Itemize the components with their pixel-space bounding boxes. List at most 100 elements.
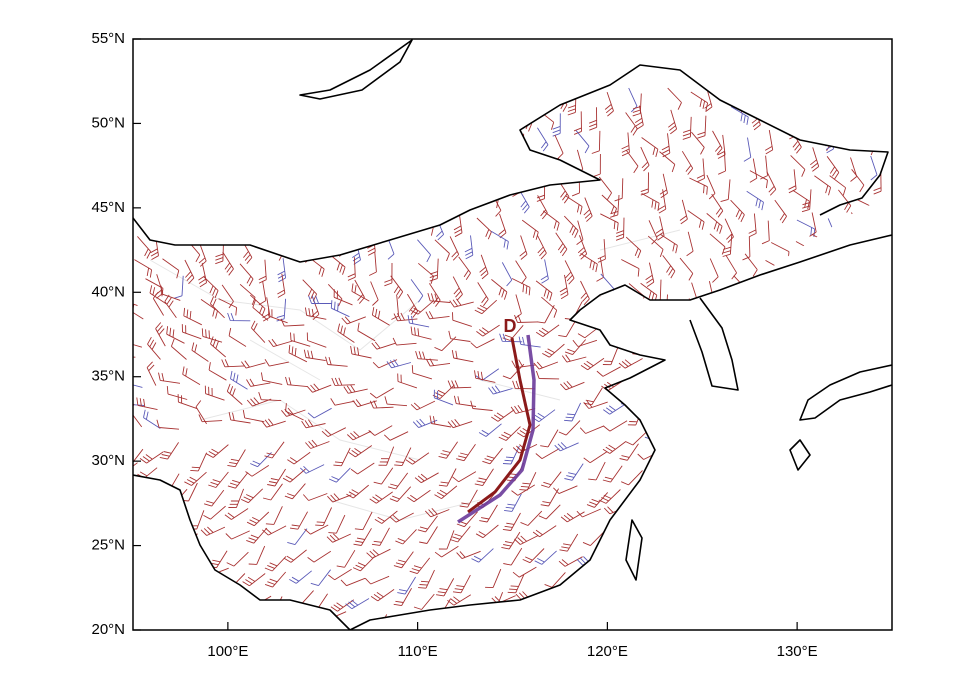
wind-barb: [150, 235, 159, 260]
wind-barb: [346, 430, 372, 441]
wind-barb: [580, 253, 598, 273]
wind-barb: [154, 213, 163, 237]
wind-barb: [853, 282, 870, 304]
wind-barb: [857, 509, 881, 524]
wind-barb: [519, 472, 537, 491]
wind-barb: [160, 285, 181, 301]
wind-barb: [326, 90, 342, 113]
wind-barb: [580, 618, 604, 630]
wind-barb: [391, 295, 400, 320]
wind-barb: [287, 231, 296, 257]
wind-barb: [204, 385, 225, 401]
wind-barb: [364, 575, 390, 585]
wind-barb: [837, 467, 859, 483]
korea: [689, 297, 739, 391]
wind-barb: [429, 258, 439, 282]
wind-barb: [158, 190, 178, 209]
wind-barb: [304, 153, 324, 171]
wind-barb: [477, 282, 489, 307]
wind-barb: [537, 109, 555, 130]
wind-barb: [591, 130, 601, 154]
wind-barb: [535, 448, 560, 459]
wind-barb: [617, 511, 640, 527]
wind-barb: [766, 171, 777, 196]
wind-barb: [405, 106, 415, 131]
wind-barb: [596, 257, 604, 282]
wind-barb: [190, 88, 200, 111]
wind-barb: [186, 239, 201, 263]
wind-barb: [308, 295, 332, 304]
wind-barb: [334, 232, 345, 257]
wind-barb: [534, 550, 557, 565]
wind-barb: [708, 615, 727, 630]
wind-barb: [346, 484, 369, 499]
trough-line-purple: [457, 334, 536, 524]
wind-barb: [874, 232, 883, 258]
wind-barb: [133, 488, 156, 503]
wind-barb: [352, 240, 361, 265]
wind-barb: [490, 230, 509, 250]
wind-barb: [862, 357, 879, 377]
wind-barb: [832, 280, 852, 299]
wind-barb: [867, 343, 878, 367]
wind-barb: [686, 532, 707, 550]
wind-barb: [289, 613, 313, 627]
wind-barb: [744, 253, 758, 277]
wind-barb: [456, 444, 476, 462]
wind-barb: [830, 254, 843, 279]
wind-barb: [541, 471, 562, 488]
wind-barb: [409, 557, 431, 575]
wind-barb: [592, 153, 601, 178]
wind-barb: [827, 218, 837, 243]
wind-barb: [438, 441, 458, 459]
wind-barb: [327, 493, 352, 503]
wind-barb: [369, 387, 394, 399]
wind-barb: [354, 279, 365, 304]
wind-barb: [787, 340, 808, 358]
wind-barb: [302, 493, 328, 501]
wind-barb: [459, 489, 478, 508]
wind-barb: [353, 194, 366, 218]
wind-barb: [458, 256, 471, 281]
wind-barb: [200, 620, 224, 630]
wind-barb: [228, 327, 247, 347]
wind-barb: [660, 515, 685, 528]
wind-barb: [321, 611, 347, 621]
wind-barb: [415, 350, 438, 361]
wind-barb: [588, 588, 608, 607]
wind-barb: [367, 113, 376, 138]
wind-barb: [730, 199, 745, 223]
wind-barb: [378, 446, 395, 466]
wind-barb: [519, 90, 528, 115]
wind-barb: [248, 610, 271, 626]
wind-barb: [218, 298, 238, 316]
wind-barb: [847, 321, 857, 345]
wind-barb: [686, 231, 694, 257]
wind-barb: [208, 362, 227, 381]
wind-barb: [261, 418, 286, 428]
wind-barb: [200, 299, 218, 319]
wind-barb: [559, 274, 569, 300]
wind-barb: [351, 283, 370, 302]
wind-barb: [157, 111, 172, 135]
wind-barb: [502, 512, 521, 531]
wind-barb: [690, 367, 709, 386]
wind-barb: [182, 366, 201, 385]
wind-barb: [739, 322, 755, 343]
wind-barb: [260, 134, 275, 158]
wind-barb: [369, 491, 393, 504]
wind-barb: [646, 385, 667, 402]
wind-barbs: [133, 84, 888, 630]
wind-barb: [800, 596, 819, 615]
wind-barb: [203, 489, 225, 507]
wind-barb: [532, 525, 557, 538]
wind-barb: [426, 358, 451, 367]
wind-barb: [188, 510, 205, 530]
wind-barb: [133, 403, 143, 428]
wind-barb: [743, 445, 767, 460]
wind-barb: [139, 451, 164, 464]
wind-barb: [559, 533, 579, 552]
wind-barb: [515, 591, 541, 601]
wind-barb: [170, 338, 187, 360]
wind-barb: [687, 465, 713, 474]
